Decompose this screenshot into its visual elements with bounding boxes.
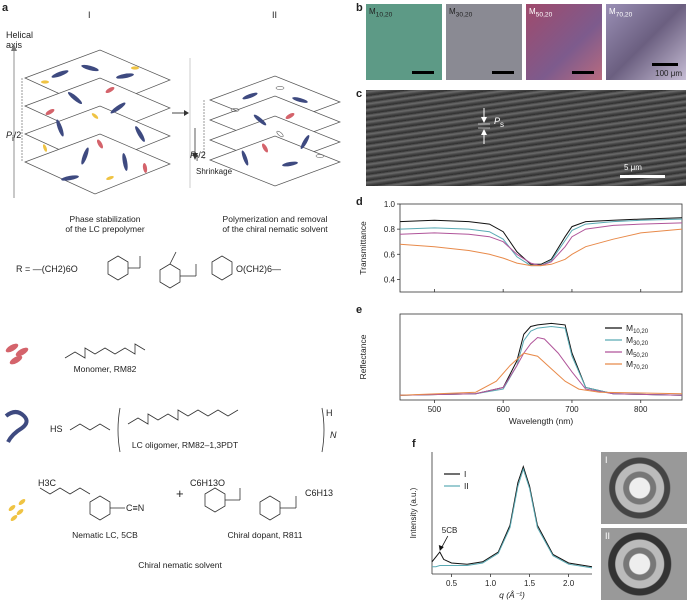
oligomer-label: LC oligomer, RM82–1,3PDT xyxy=(131,440,239,450)
diffraction-pattern-II: II xyxy=(601,528,687,600)
x-axis-label: q (Å⁻¹) xyxy=(499,590,525,600)
plot-frame-e xyxy=(399,313,683,401)
monomer-label: Monomer, RM82 xyxy=(73,364,137,374)
scale-bar xyxy=(492,71,514,74)
panel-f-label: f xyxy=(412,438,416,450)
y-tick-label: 0.8 xyxy=(384,225,396,234)
sem-scale-label: 5 μm xyxy=(624,163,642,172)
layer-diagram xyxy=(11,44,341,198)
panel-e-label: e xyxy=(356,304,363,316)
scale-bar xyxy=(652,63,678,66)
x-tick-label: 0.5 xyxy=(446,579,458,588)
micrograph-m10: M10,20 xyxy=(366,4,442,80)
transmittance-series-line xyxy=(399,222,683,267)
diffraction-pattern-I: I xyxy=(601,452,687,524)
panel-b-label: b xyxy=(356,2,363,14)
oligomer-h: H xyxy=(326,408,333,418)
legend-entry: M10,20 xyxy=(626,323,649,335)
legend-entry: II xyxy=(464,481,469,491)
annotation-label: 5CB xyxy=(442,526,458,535)
nematic-h3c: H3C xyxy=(38,478,57,488)
reflectance-series-line xyxy=(399,325,683,396)
sem-image xyxy=(366,90,686,186)
y-axis-label: Transmittance xyxy=(358,221,368,275)
r-formula-left: R = —(CH2)6O xyxy=(16,264,78,274)
plus-sign: + xyxy=(176,486,184,501)
micrograph-m30: M30,20 xyxy=(446,4,522,80)
xrd-series-line xyxy=(431,465,593,568)
y-axis-label: Intensity (a.u.) xyxy=(409,487,418,538)
x-tick-label: 800 xyxy=(634,405,648,414)
legend-entry: M50,20 xyxy=(626,347,649,359)
panel-a-label: a xyxy=(2,2,9,14)
sem-scale-bar xyxy=(620,175,665,178)
r-formula-right: O(CH2)6— xyxy=(236,264,282,274)
y-tick-label: 0.6 xyxy=(384,250,396,259)
legend-entry: M30,20 xyxy=(626,335,649,347)
panel-c-label: c xyxy=(356,88,363,100)
dopant-c6: C6H13O xyxy=(190,478,226,488)
x-axis-label: Wavelength (nm) xyxy=(509,416,574,426)
pitch-s-label: Ps xyxy=(494,116,505,129)
transmittance-series-line xyxy=(399,217,683,265)
pitch-final-label: Pf/2 xyxy=(190,150,206,163)
micrograph-m70: M70,20 100 μm xyxy=(606,4,686,80)
spectra-chart: 0.4 0.6 0.8 1.0 Transmittance Reflectance 500 6… xyxy=(358,200,683,426)
scale-label: 100 μm xyxy=(655,69,682,78)
xrd-chart: 0.5 1.0 1.5 2.0q (Å⁻¹)Intensity (a.u.)III5C… xyxy=(409,452,593,600)
dopant-label: Chiral dopant, R811 xyxy=(227,530,303,540)
micrograph-row: M10,20 M30,20 M50,20 M70,20 100 μm xyxy=(366,4,686,80)
x-tick-label: 1.0 xyxy=(485,579,497,588)
plot-frame-d xyxy=(399,203,683,293)
panel-d-label: d xyxy=(356,196,363,208)
annotation-arrowhead xyxy=(438,545,444,552)
pitch-initial-label: Pi/2 xyxy=(6,130,22,143)
x-tick-label: 1.5 xyxy=(524,579,536,588)
chemical-structures xyxy=(4,251,325,521)
y-tick-label: 0.4 xyxy=(384,275,396,284)
oligomer-hs: HS xyxy=(50,424,63,434)
pitch-marker xyxy=(478,108,490,144)
transmittance-series-line xyxy=(399,218,683,267)
legend-entry: I xyxy=(464,469,466,479)
dopant-tail: C6H13 xyxy=(305,488,334,498)
nematic-cn: C≡N xyxy=(126,503,145,513)
caption-stage-II: Polymerization and removal of the chiral… xyxy=(222,214,328,234)
x-tick-label: 2.0 xyxy=(563,579,575,588)
x-tick-label: 600 xyxy=(496,405,510,414)
x-tick-label: 700 xyxy=(565,405,579,414)
transmittance-series-line xyxy=(399,228,683,267)
stage-II-label: II xyxy=(272,10,278,20)
nematic-label: Nematic LC, 5CB xyxy=(72,530,138,540)
stage-I-label: I xyxy=(88,10,91,20)
legend-entry: M70,20 xyxy=(626,359,649,371)
solvent-label: Chiral nematic solvent xyxy=(138,560,222,570)
caption-stage-I: Phase stabilization of the LC prepolymer xyxy=(65,214,145,234)
micrograph-m50: M50,20 xyxy=(526,4,602,80)
reflectance-series-line xyxy=(399,336,683,396)
oligomer-n: N xyxy=(330,430,337,440)
shrinkage-label: Shrinkage xyxy=(196,167,233,176)
scale-bar xyxy=(412,71,434,74)
xrd-series-line xyxy=(432,467,593,569)
x-tick-label: 500 xyxy=(428,405,442,414)
y-tick-label: 1.0 xyxy=(384,200,396,209)
y-axis-label: Reflectance xyxy=(358,334,368,379)
reflectance-series-line xyxy=(399,352,683,396)
scale-bar xyxy=(572,71,594,74)
